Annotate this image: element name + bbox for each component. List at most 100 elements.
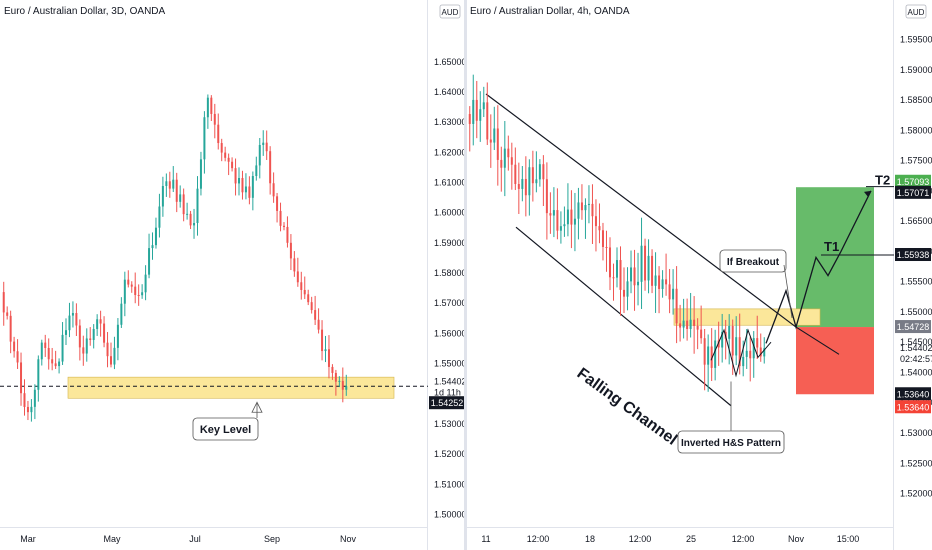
left-candle	[279, 210, 282, 226]
left-candle	[300, 282, 303, 290]
left-price-tag-bg	[429, 396, 465, 410]
right-candle	[721, 331, 724, 348]
left-y-tick-label: 1.62000	[434, 147, 466, 157]
tag-stop-red-bg	[895, 400, 931, 414]
left-y-tick-label: 1.63000	[434, 117, 466, 127]
tag-t2: 1.57071	[897, 188, 930, 198]
right-candle	[619, 260, 622, 290]
left-candle	[314, 310, 317, 320]
left-candle	[289, 242, 292, 259]
left-candle	[61, 334, 64, 362]
right-candle	[496, 128, 499, 160]
right-candle	[594, 216, 597, 227]
right-candle	[637, 281, 640, 286]
left-candle	[13, 341, 16, 352]
left-candle	[85, 338, 88, 354]
left-candle	[241, 178, 244, 193]
right-candle	[735, 337, 738, 356]
right-candle	[608, 247, 611, 278]
right-candle	[545, 179, 548, 214]
right-candle	[665, 279, 668, 285]
tag-t1-bg	[895, 248, 931, 262]
right-y-tick-label: 1.59500	[900, 34, 932, 44]
right-y-tick-label: 1.54500	[900, 337, 932, 347]
tag-target-top: 1.57093	[897, 177, 930, 187]
right-candle	[482, 102, 485, 110]
left-candle	[71, 313, 74, 316]
right-candle	[559, 226, 562, 231]
left-chart-svg[interactable]: 1.65000 1.64000 1.63000 1.62000 1.61000 1.600…	[0, 0, 466, 550]
right-y-tick-label: 1.52500	[900, 458, 932, 468]
right-candle	[654, 275, 657, 286]
left-candle	[9, 315, 12, 342]
left-chart-title: Euro / Australian Dollar, 3D, OANDA	[4, 6, 166, 17]
right-candle	[584, 205, 587, 211]
right-candle	[623, 289, 626, 297]
left-candle	[276, 196, 279, 211]
left-candle	[227, 157, 230, 162]
left-candle	[47, 347, 50, 360]
left-candle	[165, 181, 168, 186]
right-candle	[468, 114, 471, 124]
right-candle	[700, 329, 703, 339]
channel-upper-line	[485, 93, 797, 328]
left-candle	[54, 363, 57, 367]
left-candle	[327, 349, 330, 367]
left-candle	[113, 347, 116, 365]
left-candle	[148, 248, 151, 275]
right-candle	[630, 267, 633, 282]
tag-stop-red: 1.53640	[897, 402, 930, 412]
breakout-label: If Breakout	[727, 257, 780, 268]
left-candle	[293, 258, 296, 272]
left-y-tick-label: 1.58000	[434, 268, 466, 278]
left-last-price-label: 1.54402	[434, 377, 466, 387]
breakout-label-box	[719, 249, 787, 273]
right-candle	[521, 178, 524, 189]
right-y-tick-label: 1.58000	[900, 125, 932, 135]
breakout-pointer	[783, 264, 793, 319]
left-candle	[6, 312, 9, 316]
left-y-tick-label: 1.64000	[434, 87, 466, 97]
left-candle	[182, 194, 185, 215]
left-candle	[161, 185, 164, 207]
right-candle	[759, 347, 762, 357]
left-chart-pane: Euro / Australian Dollar, 3D, OANDA 1.65…	[0, 0, 466, 550]
right-candle	[742, 356, 745, 367]
right-y-tick-label: 1.57500	[900, 156, 932, 166]
left-candle	[120, 303, 123, 325]
pane-divider[interactable]	[464, 0, 467, 550]
right-candle	[514, 164, 517, 185]
tag-stop-gray: 1.53640	[897, 389, 930, 399]
left-candle	[65, 330, 68, 335]
right-chart-title: Euro / Australian Dollar, 4h, OANDA	[470, 6, 630, 17]
right-x-tick-label: 12:00	[527, 534, 550, 544]
right-candle	[728, 325, 731, 339]
left-candle	[186, 213, 189, 215]
right-candle	[507, 148, 510, 158]
right-candle	[731, 325, 734, 356]
tag-entry: 1.54728	[897, 322, 930, 332]
left-candle	[234, 168, 237, 184]
pattern-label: Inverted H&S Pattern	[681, 438, 781, 449]
projection-path	[765, 190, 872, 344]
right-candle	[535, 179, 538, 184]
right-candle	[472, 99, 475, 124]
left-candle	[334, 372, 337, 382]
left-candle	[262, 142, 265, 146]
stop-projection-line	[795, 326, 840, 355]
left-candle	[196, 188, 199, 224]
left-y-tick-label: 1.57000	[434, 298, 466, 308]
right-x-tick-label: Nov	[788, 534, 805, 544]
tag-entry-bg	[895, 320, 931, 334]
right-x-tick-label: 25	[686, 534, 696, 544]
left-candle	[189, 213, 192, 226]
right-candle	[686, 320, 689, 329]
right-chart-svg[interactable]: 1.59500 1.59000 1.58500 1.58000 1.57500 1.570…	[466, 0, 932, 550]
right-candle	[717, 340, 720, 348]
right-candle	[752, 338, 755, 359]
left-candle	[244, 186, 247, 193]
right-x-tick-label: 12:00	[732, 534, 755, 544]
right-price-axis-border	[893, 0, 894, 550]
key-level-label-box	[192, 417, 259, 441]
left-candle	[265, 142, 268, 152]
